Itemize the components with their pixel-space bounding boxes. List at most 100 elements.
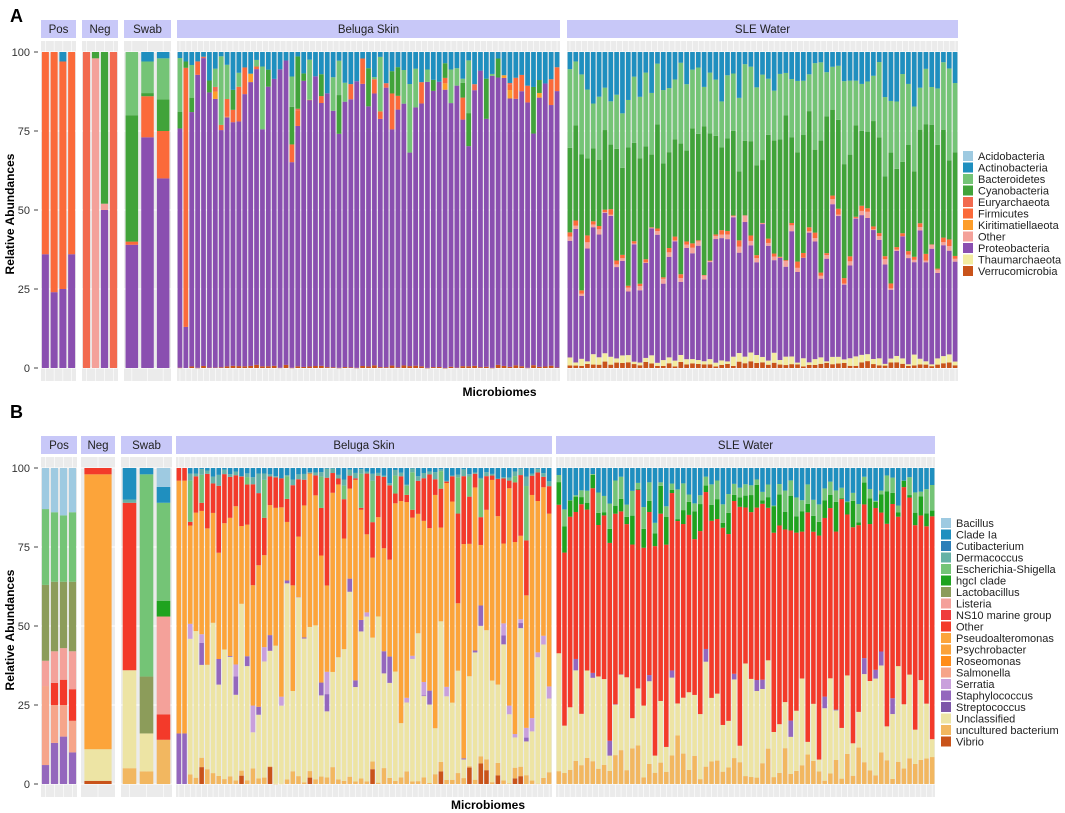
bar-segment (389, 71, 395, 94)
bar-segment (296, 536, 301, 598)
bar-segment (760, 500, 765, 504)
bar-segment (244, 666, 250, 781)
bar-segment (212, 68, 218, 87)
bar-segment (725, 231, 730, 235)
bar-segment (799, 500, 805, 512)
bar-segment (199, 664, 204, 758)
bar-segment (546, 698, 552, 773)
bar-segment (410, 472, 415, 510)
bar-segment (692, 511, 697, 540)
bar-segment (684, 52, 689, 85)
bar-segment (404, 468, 410, 485)
facet-label: SLE Water (735, 24, 790, 36)
bar-segment (524, 775, 529, 784)
bar-segment (518, 766, 523, 777)
legend-swatch (963, 266, 973, 276)
bar-segment (853, 217, 859, 219)
bar-segment (432, 728, 438, 775)
bar-segment (330, 110, 336, 368)
bar-segment (267, 766, 273, 768)
bar-segment (952, 52, 958, 84)
bar-segment (336, 478, 341, 485)
bar-segment (518, 628, 523, 767)
bar-segment (686, 468, 692, 495)
bar-segment (805, 503, 810, 513)
bar-segment (41, 52, 49, 255)
bar-segment (743, 495, 748, 508)
bar-segment (122, 670, 137, 769)
bar-segment (59, 515, 68, 582)
bar-segment (681, 468, 686, 484)
bar-segment (890, 778, 895, 784)
bar-segment (501, 77, 507, 366)
bar-segment (697, 504, 703, 532)
bar-segment (450, 779, 455, 784)
bar-segment (460, 97, 466, 120)
bar-segment (795, 261, 800, 268)
facet-strip (121, 436, 172, 454)
bar-segment (353, 680, 358, 688)
bar-segment (839, 487, 844, 499)
bar-segment (658, 700, 663, 763)
bar-segment (546, 772, 552, 784)
bar-segment (795, 271, 800, 363)
bar-segment (590, 221, 596, 225)
bar-segment (122, 768, 137, 784)
bar-segment (248, 365, 254, 368)
bar-segment (372, 77, 377, 80)
bar-segment (377, 118, 383, 368)
bar-segment (207, 52, 212, 81)
bar-segment (585, 361, 590, 364)
bar-segment (398, 501, 404, 724)
bar-segment (856, 504, 861, 523)
bar-segment (59, 648, 68, 680)
bar-segment (195, 61, 200, 75)
bar-segment (714, 693, 720, 761)
bar-segment (324, 52, 330, 94)
bar-segment (460, 119, 466, 367)
bar-segment (295, 56, 301, 109)
bar-segment (760, 223, 765, 225)
bar-segment (788, 736, 794, 774)
bar-segment (830, 66, 835, 110)
bar-segment (501, 468, 506, 478)
bar-segment (573, 468, 579, 496)
bar-segment (125, 241, 139, 245)
bar-segment (818, 272, 824, 276)
bar-segment (573, 61, 579, 126)
bar-segment (68, 581, 77, 652)
bar-segment (590, 224, 596, 228)
bar-segment (805, 468, 810, 485)
bar-segment (664, 468, 669, 507)
bar-segment (432, 494, 438, 729)
bar-segment (884, 726, 890, 761)
bar-segment (141, 96, 154, 138)
bar-segment (401, 365, 407, 368)
bar-segment (812, 241, 818, 360)
bar-segment (678, 354, 684, 362)
bar-segment (183, 326, 189, 368)
bar-segment (372, 93, 377, 366)
bar-segment (771, 352, 777, 363)
bar-segment (952, 261, 958, 362)
bar-segment (754, 691, 760, 778)
bar-segment (187, 623, 193, 639)
bar-segment (788, 720, 794, 737)
bar-segment (584, 502, 590, 510)
bar-segment (381, 768, 387, 784)
bar-segment (393, 493, 398, 504)
bar-segment (845, 514, 850, 676)
bar-segment (613, 704, 618, 756)
bar-segment (701, 52, 707, 87)
bar-segment (262, 468, 267, 474)
bar-segment (324, 585, 330, 672)
bar-segment (541, 487, 546, 636)
bar-segment (427, 704, 432, 784)
bar-segment (859, 205, 865, 211)
bar-segment (187, 774, 193, 784)
bar-segment (789, 231, 795, 357)
bar-segment (542, 52, 548, 84)
bar-segment (585, 242, 590, 249)
bar-segment (884, 491, 890, 524)
bar-segment (805, 512, 810, 742)
